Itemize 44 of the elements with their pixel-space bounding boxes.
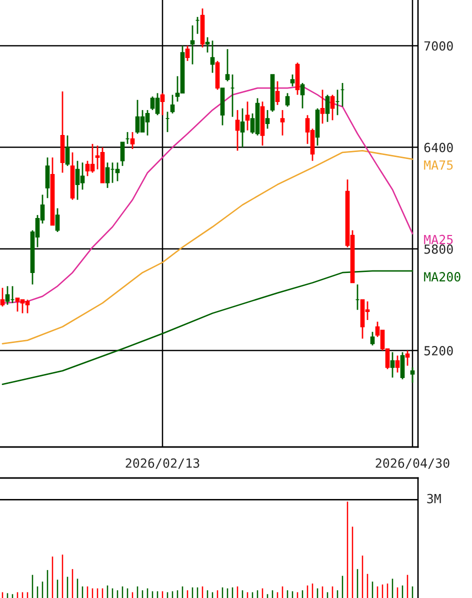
candlestick	[45, 156, 50, 199]
x-tick-label: 2026/02/13	[126, 458, 200, 469]
line-series	[2, 150, 414, 344]
candlestick	[330, 94, 335, 121]
candlestick	[275, 80, 280, 106]
candlestick	[320, 89, 325, 124]
y-tick-label: 5800	[424, 244, 453, 254]
y-tick-label: 6400	[424, 142, 453, 152]
ref-line-label: 3M	[427, 494, 441, 504]
series-label: MA75	[424, 160, 453, 170]
y-tick-label: 7000	[424, 41, 453, 51]
candlestick	[390, 351, 395, 378]
candlestick	[115, 162, 120, 182]
candlestick	[325, 94, 330, 123]
candlestick	[185, 45, 190, 62]
candlestick	[120, 142, 125, 167]
line-series	[2, 86, 414, 304]
candlestick	[395, 354, 400, 374]
series-label: MA25	[424, 234, 453, 244]
candlestick	[190, 24, 195, 66]
candlestick	[285, 92, 290, 108]
candlestick	[410, 366, 415, 384]
x-tick-label: 2026/04/30	[376, 458, 450, 469]
candlestick	[240, 108, 245, 148]
candlestick	[300, 82, 305, 110]
candlestick	[225, 48, 230, 82]
candlestick	[370, 331, 375, 346]
candlestick	[170, 94, 175, 114]
candlestick	[290, 74, 295, 88]
series-label: MA200	[424, 272, 460, 282]
candlestick	[55, 208, 60, 233]
y-tick-label: 5200	[424, 346, 453, 356]
candlestick	[400, 351, 405, 380]
candlestick	[265, 109, 270, 130]
candlestick	[160, 92, 165, 116]
candlestick	[130, 131, 135, 150]
candlestick	[245, 100, 250, 132]
candlestick	[405, 350, 410, 366]
candlestick	[235, 109, 240, 152]
line-series	[2, 270, 414, 386]
candlestick	[205, 36, 210, 54]
candlestick	[210, 40, 215, 74]
candlestick	[280, 109, 285, 136]
candlestick	[65, 134, 70, 167]
